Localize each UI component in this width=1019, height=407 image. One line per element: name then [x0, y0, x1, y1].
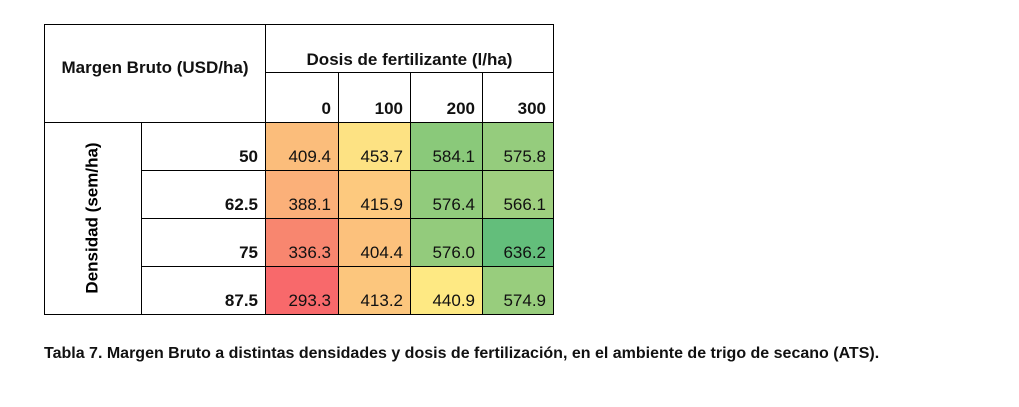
- value-cell: 440.9: [410, 266, 483, 315]
- value-cell: 404.4: [338, 218, 411, 267]
- value-cell: 576.0: [410, 218, 483, 267]
- density: 75: [141, 218, 266, 267]
- value-cell: 388.1: [265, 170, 339, 219]
- value-cell: 575.8: [482, 122, 554, 171]
- value-cell: 584.1: [410, 122, 483, 171]
- value-cell: 566.1: [482, 170, 554, 219]
- density: 50: [141, 122, 266, 171]
- corner-header: Margen Bruto (USD/ha): [44, 24, 266, 123]
- density: 87.5: [141, 266, 266, 315]
- value-cell: 453.7: [338, 122, 411, 171]
- caption: Tabla 7. Margen Bruto a distintas densid…: [44, 345, 880, 362]
- row-header: Densidad (sem/ha): [82, 142, 102, 294]
- density: 62.5: [141, 170, 266, 219]
- value-cell: 293.3: [265, 266, 339, 315]
- value-cell: 574.9: [482, 266, 554, 315]
- value-cell: 415.9: [338, 170, 411, 219]
- dose-title: Dosis de fertilizante (l/ha): [265, 24, 554, 73]
- dose-header: 300: [482, 72, 554, 123]
- value-cell: 636.2: [482, 218, 554, 267]
- value-cell: 336.3: [265, 218, 339, 267]
- dose-header: 200: [410, 72, 483, 123]
- value-cell: 409.4: [265, 122, 339, 171]
- value-cell: 576.4: [410, 170, 483, 219]
- dose-header: 100: [338, 72, 411, 123]
- dose-header: 0: [265, 72, 339, 123]
- value-cell: 413.2: [338, 266, 411, 315]
